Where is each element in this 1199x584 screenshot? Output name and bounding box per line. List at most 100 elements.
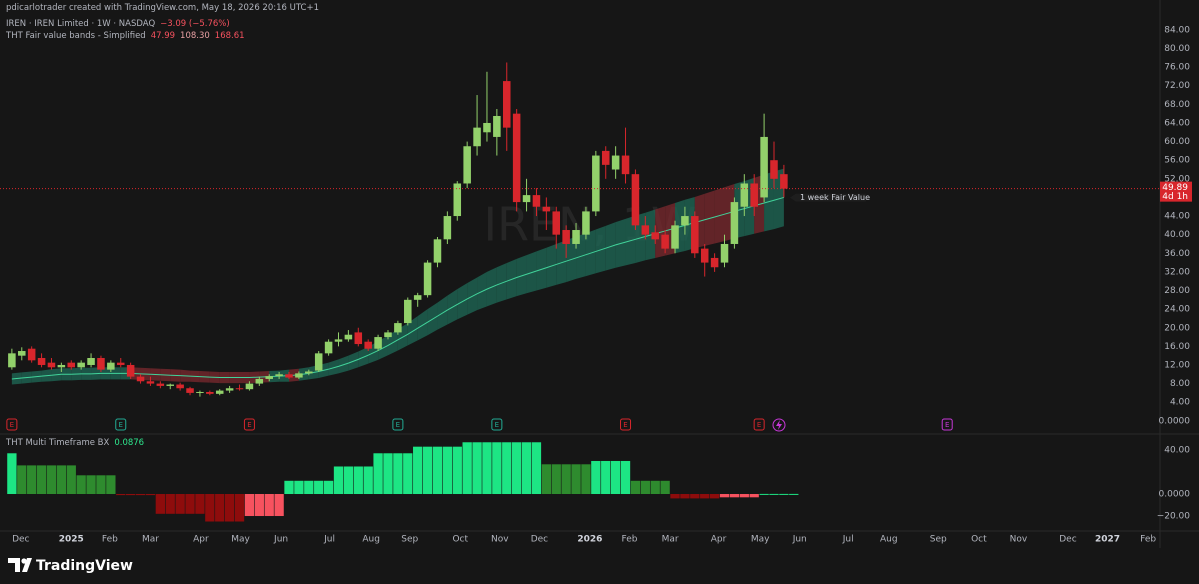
candle-body xyxy=(77,362,85,368)
oscillator-legend: THT Multi Timeframe BX 0.0876 xyxy=(6,438,149,448)
brand: TradingView xyxy=(36,558,133,574)
y-tick-label: 24.00 xyxy=(1164,305,1190,315)
histogram-bar xyxy=(185,494,195,514)
x-tick-label: Dec xyxy=(1059,535,1076,545)
x-tick-label: Nov xyxy=(491,535,509,545)
candle-body xyxy=(374,337,382,349)
histogram-bar xyxy=(66,465,76,495)
histogram-bar xyxy=(254,494,264,517)
candle-body xyxy=(532,195,541,207)
y-tick-label: 76.00 xyxy=(1164,63,1190,73)
candle-body xyxy=(344,334,353,340)
candle-body xyxy=(37,358,46,365)
histogram-bar xyxy=(116,494,126,496)
x-tick-label: 2025 xyxy=(59,535,84,545)
split-icon xyxy=(772,418,786,432)
histogram-bar xyxy=(789,493,799,495)
x-tick-label: Nov xyxy=(1010,535,1028,545)
x-tick-label: Mar xyxy=(662,535,679,545)
candle-body xyxy=(413,295,422,300)
indicator-value: 168.61 xyxy=(214,31,245,41)
earnings-marker xyxy=(392,418,404,431)
symbol-title: IREN · IREN Limited · 1W · NASDAQ xyxy=(6,19,156,29)
histogram-bar xyxy=(7,453,17,495)
histogram-bar xyxy=(660,480,670,495)
x-tick-label: 2027 xyxy=(1095,535,1120,545)
histogram-bar xyxy=(304,480,314,495)
candle-body xyxy=(552,211,561,235)
candle-body xyxy=(473,127,481,147)
x-tick-label: Dec xyxy=(531,535,548,545)
histogram-bar xyxy=(56,465,67,495)
y-tick-label: 44.00 xyxy=(1164,212,1190,222)
histogram-bar xyxy=(492,442,502,495)
histogram-bar xyxy=(571,464,581,495)
histogram-bar xyxy=(294,480,304,495)
logo xyxy=(8,558,32,572)
candle-body xyxy=(681,216,689,226)
histogram-bar xyxy=(86,475,96,495)
histogram-bar xyxy=(353,466,363,495)
candle-body xyxy=(186,388,194,393)
earnings-label: E xyxy=(623,421,627,429)
histogram-bar xyxy=(452,446,462,495)
candle-body xyxy=(512,113,521,203)
candle-body xyxy=(671,225,679,249)
histogram-bar xyxy=(729,494,740,498)
x-tick-label: Feb xyxy=(622,535,638,545)
histogram-bar xyxy=(779,493,789,495)
histogram-bar xyxy=(215,494,225,522)
candle-body xyxy=(730,202,739,244)
histogram-bar xyxy=(650,480,660,495)
candle-body xyxy=(384,332,392,338)
candle-body xyxy=(433,239,442,263)
candle-body xyxy=(156,383,165,386)
histogram-bar xyxy=(482,442,492,495)
x-tick-label: Oct xyxy=(452,535,468,545)
x-tick-label: Aug xyxy=(880,535,898,545)
candle-body xyxy=(582,211,590,235)
earnings-label: E xyxy=(10,421,14,429)
earnings-label: E xyxy=(757,421,761,429)
candle-body xyxy=(354,332,363,345)
y-tick-label: 40.00 xyxy=(1164,230,1190,240)
y-tick-label: 40.00 xyxy=(1164,445,1190,455)
earnings-marker xyxy=(491,418,503,431)
histogram-bar xyxy=(670,494,680,499)
candle-body xyxy=(483,122,491,133)
candle-body xyxy=(493,115,501,137)
histogram-bar xyxy=(442,446,453,495)
candle-body xyxy=(324,341,333,354)
histogram-bar xyxy=(363,466,373,495)
candle-body xyxy=(206,391,214,394)
histogram-bar xyxy=(739,494,749,498)
earnings-marker xyxy=(115,418,127,431)
candle-body xyxy=(522,195,531,203)
candle-body xyxy=(285,374,293,378)
y-tick-label: 56.00 xyxy=(1164,156,1190,166)
histogram-bar xyxy=(175,494,185,514)
x-tick-label: Oct xyxy=(971,535,987,545)
histogram-bar xyxy=(323,480,334,495)
x-tick-label: Jun xyxy=(792,535,807,545)
histogram-bar xyxy=(383,453,393,495)
candle-body xyxy=(443,216,452,240)
histogram-bar xyxy=(422,446,433,495)
candle-body xyxy=(691,216,699,254)
x-tick-label: 2026 xyxy=(577,535,602,545)
candle-body xyxy=(334,339,343,342)
histogram-bar xyxy=(630,480,641,495)
histogram-bar xyxy=(551,464,561,495)
candle-body xyxy=(404,299,412,324)
candle-body xyxy=(275,374,283,377)
earnings-marker xyxy=(941,418,953,431)
x-tick-label: Feb xyxy=(102,535,118,545)
candle-body xyxy=(592,155,600,212)
candle-body xyxy=(651,232,659,240)
x-tick-label: Jun xyxy=(273,535,288,545)
histogram-bar xyxy=(749,494,759,498)
earnings-marker xyxy=(6,418,18,431)
x-tick-label: Apr xyxy=(711,535,727,545)
candle-body xyxy=(641,225,650,235)
candle-body xyxy=(621,155,630,175)
